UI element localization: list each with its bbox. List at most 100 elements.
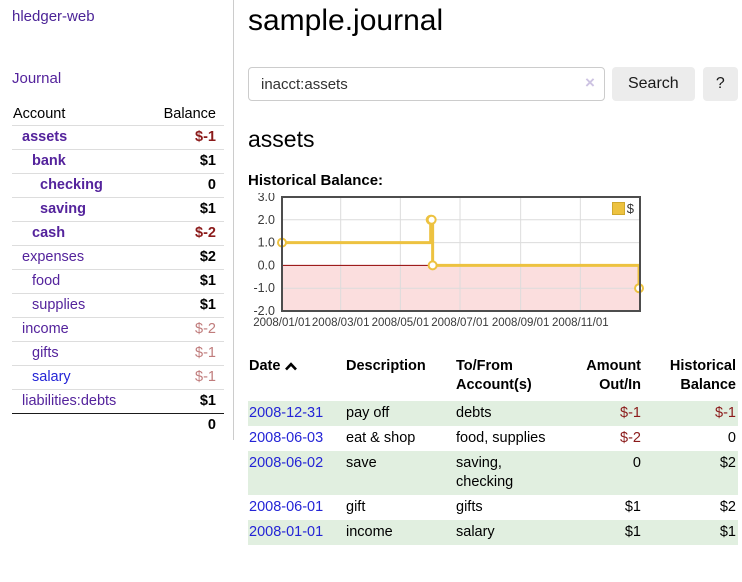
transaction-description: save [346,455,377,471]
sort-ascending-icon [284,359,298,375]
sidebar-account-food[interactable]: food [32,273,61,289]
sidebar-account-assets[interactable]: assets [22,129,68,145]
svg-text:2008/09/01: 2008/09/01 [492,317,550,329]
account-balance: 0 [207,177,216,193]
transaction-description: income [346,524,393,540]
sidebar-account-saving[interactable]: saving [40,201,86,217]
transaction-date-link[interactable]: 2008-06-01 [249,499,324,515]
account-balance: $-1 [195,129,216,145]
transaction-amount: $-2 [620,430,641,446]
account-balance: $-1 [195,345,216,361]
register-header-balance: Historical Balance [669,358,736,393]
sidebar-account-checking[interactable]: checking [40,177,103,193]
search-input[interactable] [248,67,605,101]
sidebar-item-journal[interactable]: Journal [12,70,62,87]
search-box: × [248,67,605,101]
account-balance: $-1 [195,369,216,385]
transaction-row: 2008-01-01 income salary $1 $1 [248,520,738,545]
transaction-amount: $1 [624,499,641,515]
sidebar-account-income[interactable]: income [22,321,69,337]
search-button[interactable]: Search [611,67,695,101]
register-header-accounts: To/From Account(s) [456,358,532,393]
transaction-balance: $2 [719,455,736,471]
account-balance: $-2 [195,321,216,337]
account-balance: $2 [199,249,216,265]
legend-label: $ [626,201,634,216]
legend-swatch-icon [611,202,625,215]
account-row: salary $-1 [12,365,224,390]
account-balance: $1 [199,201,216,217]
brand-link[interactable]: hledger-web [12,8,95,25]
transaction-row: 2008-06-03 eat & shop food, supplies $-2 0 [248,426,738,451]
sidebar-account-liabilities-debts[interactable]: liabilities:debts [22,393,117,409]
search-bar: × Search ? [248,67,738,101]
svg-text:2008/07/01: 2008/07/01 [431,317,489,329]
transaction-row: 2008-06-02 save saving, checking 0 $2 [248,451,738,495]
svg-text:-1.0: -1.0 [253,281,275,295]
sidebar-account-cash[interactable]: cash [32,225,66,241]
svg-text:0.0: 0.0 [258,258,275,272]
transaction-row: 2008-06-01 gift gifts $1 $2 [248,495,738,520]
accounts-total-spacer [12,413,150,437]
transaction-balance: $-1 [715,405,736,421]
account-row: expenses $2 [12,245,224,270]
transaction-description: gift [346,499,366,515]
svg-text:2.0: 2.0 [258,213,275,227]
transaction-amount: 0 [632,455,641,471]
accounts-total-balance: 0 [149,413,224,437]
sidebar-account-gifts[interactable]: gifts [32,345,59,361]
sidebar-account-expenses[interactable]: expenses [22,249,85,265]
account-balance: $1 [199,297,216,313]
account-balance: $1 [199,273,216,289]
svg-text:1.0: 1.0 [258,236,275,250]
transaction-accounts: saving, checking [456,455,514,490]
transaction-date-link[interactable]: 2008-06-03 [249,430,324,446]
account-row: bank $1 [12,149,224,174]
clear-search-icon[interactable]: × [585,73,595,92]
transaction-row: 2008-12-31 pay off debts $-1 $-1 [248,401,738,426]
help-button[interactable]: ? [702,67,738,101]
transaction-balance: $2 [719,499,736,515]
chart-title: Historical Balance: [248,172,384,189]
accounts-total-row: 0 [12,413,224,437]
transaction-balance: $1 [719,524,736,540]
register-table: Date Description To/From Account(s) Amou… [248,355,738,545]
accounts-header-account: Account [12,104,150,126]
transaction-date-link[interactable]: 2008-01-01 [249,524,324,540]
page-title: sample.journal [248,4,444,37]
account-row: supplies $1 [12,293,224,318]
account-row: saving $1 [12,197,224,222]
account-balance: $-2 [195,225,216,241]
historical-balance-chart[interactable]: 3.0 2.0 1.0 0.0 -1.0 -2.0 2008/01/01 2008/03/01… [248,193,646,329]
sidebar-account-bank[interactable]: bank [32,153,66,169]
accounts-header-balance: Balance [149,104,224,126]
transaction-accounts: debts [456,405,492,421]
account-row: food $1 [12,269,224,294]
account-row: assets $-1 [12,125,224,150]
account-row: liabilities:debts $1 [12,390,224,414]
transaction-date-link[interactable]: 2008-06-02 [249,455,324,471]
svg-text:2008/11/01: 2008/11/01 [552,317,609,329]
account-row: checking 0 [12,173,224,198]
transaction-date-link[interactable]: 2008-12-31 [249,405,324,421]
transaction-balance: 0 [727,430,736,446]
account-heading: assets [248,126,315,152]
accounts-table: Account Balance assets $-1 bank $1 checking 0… [12,104,224,437]
accounts-header-row: Account Balance [12,104,224,126]
register-header-amount: Amount Out/In [586,358,641,393]
svg-text:2008/05/01: 2008/05/01 [372,317,430,329]
sidebar: hledger-web Journal Account Balance asse… [0,0,234,440]
sidebar-account-salary[interactable]: salary [32,369,71,385]
account-row: cash $-2 [12,221,224,246]
account-row: gifts $-1 [12,341,224,366]
svg-text:2008/03/01: 2008/03/01 [312,317,370,329]
sidebar-account-supplies[interactable]: supplies [32,297,86,313]
main-content: sample.journal × Search ? assets Histori… [234,0,742,582]
register-header-date-label: Date [249,358,281,374]
account-row: income $-2 [12,317,224,342]
register-header-date[interactable]: Date [248,355,345,401]
transaction-accounts: gifts [456,499,483,515]
account-balance: $1 [199,393,216,409]
